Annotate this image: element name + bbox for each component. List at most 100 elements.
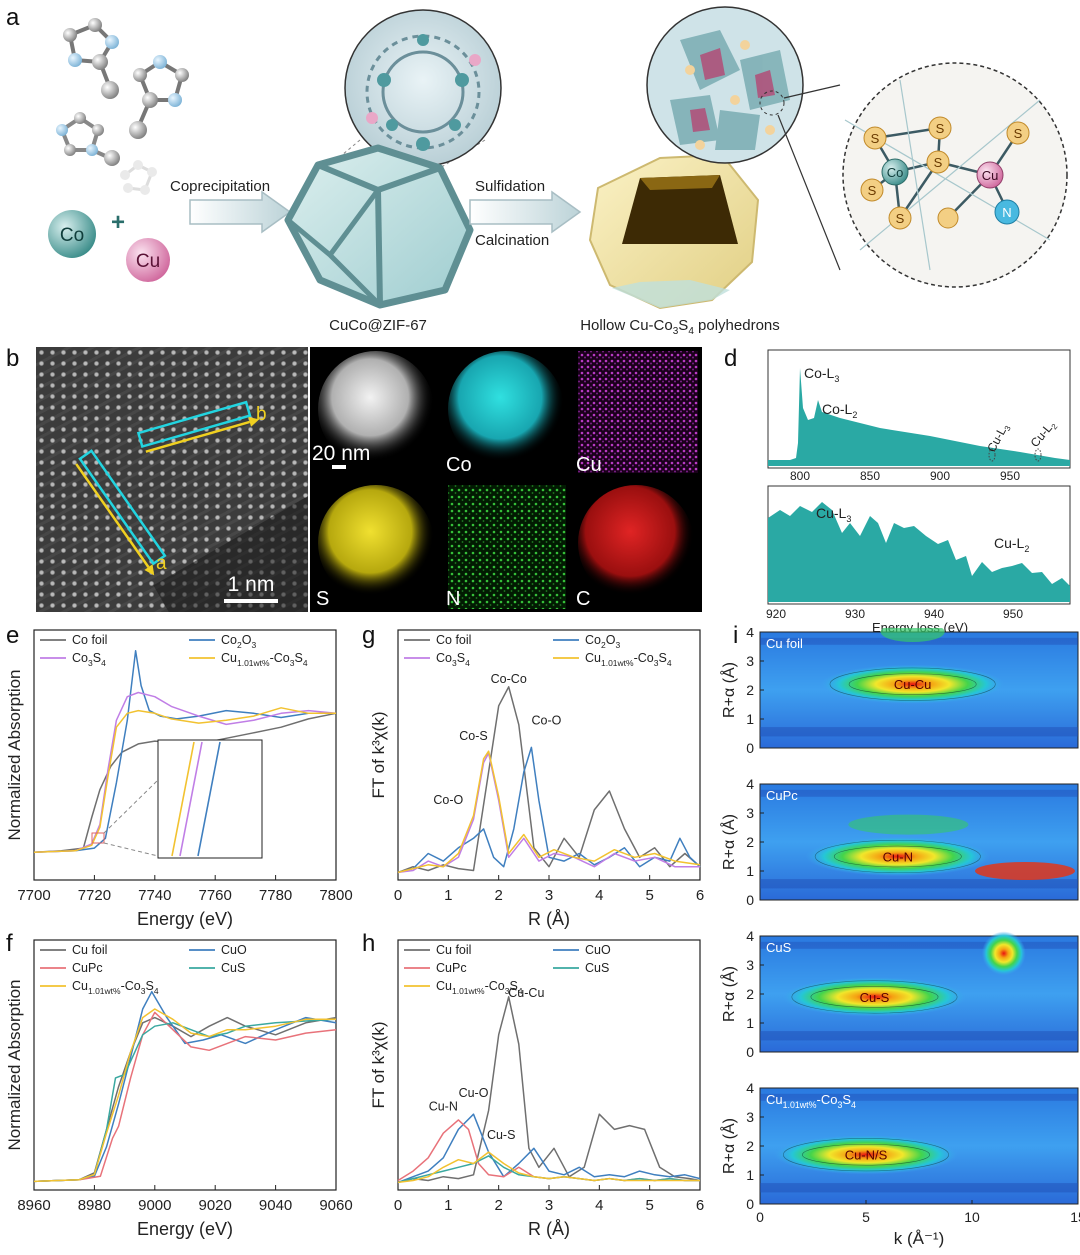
tick-label: 930 [845, 607, 865, 621]
direction-label-a: a [156, 553, 167, 574]
y-tick-label: 0 [746, 1044, 754, 1060]
tick-label: 850 [860, 469, 880, 483]
legend-label: Cu foil [72, 943, 107, 957]
heatmap-peak-label: Cu-Cu [894, 677, 932, 692]
y-axis-label: R+α (Å) [720, 814, 738, 870]
heatmap-sample-label: CuPc [766, 788, 798, 803]
atom-co-label: Co [887, 165, 904, 180]
y-tick-label: 2 [746, 986, 754, 1002]
haadf-particle [318, 351, 434, 467]
heatmap-peak-label: Cu-N [883, 850, 913, 865]
series-line-cu1-01wt-co3s4 [33, 707, 336, 853]
series-line-cu-foil [397, 996, 701, 1184]
x-tick-label: 1 [444, 1197, 452, 1214]
x-tick-label: 10 [964, 1209, 980, 1225]
x-tick-label: 5 [645, 887, 653, 904]
heatmap-band [760, 1093, 1078, 1101]
atom-s-label: S [936, 121, 945, 136]
heatmap-hotspot [805, 836, 991, 877]
heatmap-contour [848, 673, 977, 695]
legend-label: Co foil [436, 633, 471, 647]
heatmap-contour [802, 1143, 930, 1166]
cu-ion-sphere [126, 238, 170, 282]
eds-maps: 20 nm Co Cu S N C [310, 347, 702, 612]
x-tick-label: 3 [545, 1197, 553, 1214]
peak-annotation: Co-Co [491, 672, 527, 686]
y-tick-label: 4 [746, 776, 754, 792]
step-sulfidation-label: Sulfidation [475, 178, 545, 195]
legend-label: Co2O3 [221, 633, 256, 650]
stem-annotations: b a 1 nm [75, 400, 278, 603]
y-tick-label: 1 [746, 863, 754, 879]
x-tick-label: 4 [595, 887, 603, 904]
heatmap-contour [829, 667, 996, 701]
y-tick-label: 3 [746, 1109, 754, 1125]
x-tick-label: 5 [862, 1209, 870, 1225]
n-map-signal [448, 485, 566, 609]
legend-label: CuS [221, 961, 245, 975]
y-axis-label: R+α (Å) [720, 662, 738, 718]
y-axis-label: R+α (Å) [720, 1118, 738, 1174]
step-calcination-label: Calcination [475, 232, 549, 249]
heatmap-peak-label: Cu-N/S [845, 1148, 888, 1163]
line-profile-box-a [75, 449, 167, 576]
tick-label: 920 [766, 607, 786, 621]
y-tick-label: 2 [746, 682, 754, 698]
legend-label: Cu1.01wt%-Co3S4 [72, 979, 159, 996]
peak-annotation: Co-O [532, 714, 562, 728]
x-tick-label: 0 [756, 1209, 764, 1225]
panel-label-g: g [362, 622, 376, 649]
eels-top-axis-ticks: 800 850 900 950 [790, 469, 1020, 483]
peak-annotation: Cu-N [429, 1099, 458, 1113]
hollow-cu-co3s4-polyhedron [588, 153, 760, 310]
heatmap-peak-label: Cu-S [860, 990, 890, 1005]
tick-label: 950 [1003, 607, 1023, 621]
legend-label: CuS [585, 961, 609, 975]
heatmap-band [760, 1183, 1078, 1193]
peak-label-cu-l3: Cu-L3 [816, 505, 851, 524]
zif-product-label: CuCo@ZIF-67 [329, 317, 427, 334]
legend-label: Cu1.01wt%-Co3S4 [436, 979, 523, 996]
x-tick-label: 8960 [17, 1197, 50, 1214]
series-line-cuo [33, 990, 337, 1183]
cu-ion-label: Cu [136, 251, 160, 272]
x-tick-label: 9040 [259, 1197, 292, 1214]
heatmap-hotspot [820, 664, 1005, 704]
tick-label: 940 [924, 607, 944, 621]
inset-edge-line [179, 741, 203, 857]
plot-frame [397, 939, 701, 1191]
zif-67-polyhedron [284, 144, 474, 309]
eels-co-spectrum [768, 368, 1070, 466]
xanes-cu-k-edge-chart: 8960 8980 9000 9020 9040 9060 Energy (eV) Norma… [5, 939, 353, 1239]
x-tick-label: 7780 [259, 887, 292, 904]
heatmap-band [760, 879, 1078, 889]
haadf-stem-image [36, 347, 308, 612]
heatmap-contour [791, 980, 958, 1014]
eels-bottom-axis-ticks: 920 930 940 950 [766, 607, 1023, 621]
series-line-cu1-01wt-co3s4 [397, 1151, 700, 1184]
xanes-co-k-edge-chart: 7700 7720 7740 7760 7780 7800 Energy (eV) Norma… [5, 629, 353, 929]
plot-frame [33, 939, 337, 1191]
cobalt-atom [881, 158, 909, 186]
heatmap-sample-label: Cu foil [766, 636, 803, 651]
atomic-structure-zoom [842, 62, 1068, 288]
arrow-sulfidation-calcination [469, 190, 582, 234]
y-axis-label: Normalized Absorption [5, 669, 24, 840]
x-tick-label: 2 [494, 1197, 502, 1214]
map-label-co: Co [446, 454, 472, 476]
atom-s-label: S [1014, 126, 1023, 141]
panel-label-b: b [6, 345, 20, 372]
legend-label: CuPc [72, 961, 103, 975]
peak-annotation: Cu-Cu [508, 986, 544, 1000]
y-tick-label: 1 [746, 1015, 754, 1031]
eds-scale-label: 20 nm [312, 442, 370, 465]
heatmap-contour [814, 839, 981, 874]
inset-edge-line [197, 741, 221, 857]
heatmap-contour [833, 845, 962, 868]
x-tick-label: 3 [545, 887, 553, 904]
scale-bar-label: 1 nm [228, 573, 275, 596]
co-ion-label: Co [60, 225, 84, 246]
peak-label-cu-l2: Cu-L2 [994, 535, 1029, 554]
x-axis-label: Energy (eV) [137, 1219, 233, 1239]
x-tick-label: 7800 [319, 887, 352, 904]
